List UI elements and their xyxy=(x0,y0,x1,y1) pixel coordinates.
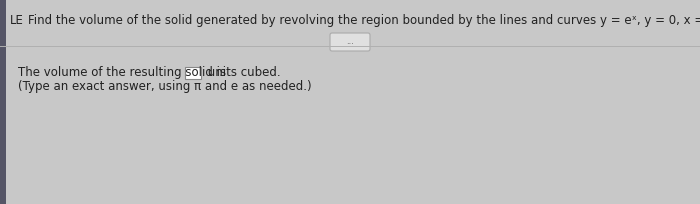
Text: ...: ... xyxy=(346,38,354,47)
Text: units cubed.: units cubed. xyxy=(204,66,281,79)
Bar xyxy=(0,0,6,204)
Text: LE: LE xyxy=(10,14,24,27)
Text: The volume of the resulting solid is: The volume of the resulting solid is xyxy=(18,66,226,79)
Text: (Type an exact answer, using π and e as needed.): (Type an exact answer, using π and e as … xyxy=(18,80,312,93)
Text: Find the volume of the solid generated by revolving the region bounded by the li: Find the volume of the solid generated b… xyxy=(28,14,700,27)
FancyBboxPatch shape xyxy=(330,33,370,51)
Bar xyxy=(185,67,201,79)
